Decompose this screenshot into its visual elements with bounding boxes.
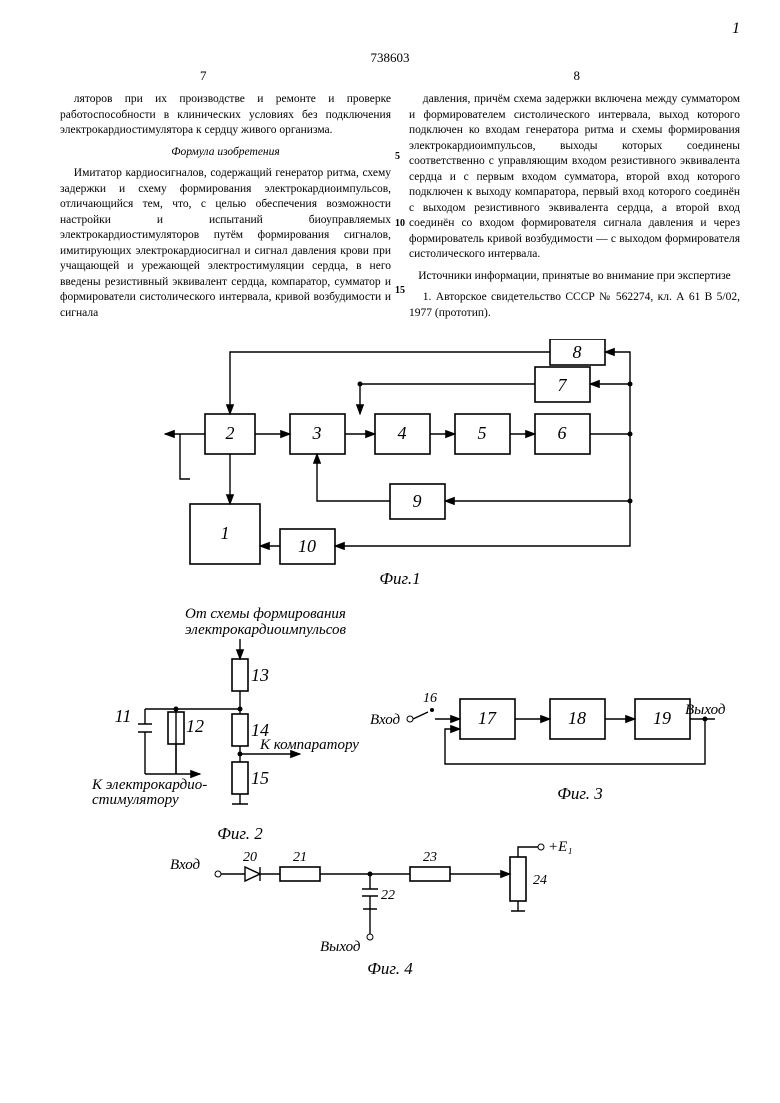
diagrams-area: 2 3 4 5 6 7 8 9 10 1 Фиг.1 От схемы форм… bbox=[40, 339, 740, 979]
fig2-stim1: К электрокардио- bbox=[91, 777, 207, 793]
fig4-e1: +E₁ bbox=[548, 839, 573, 855]
left-para2: Имитатор кардиосигналов, содержащий гене… bbox=[60, 166, 391, 321]
fig4-c22: 22 bbox=[381, 888, 395, 903]
fig1-b7: 7 bbox=[558, 375, 568, 395]
fig2-top1: От схемы формирования bbox=[185, 606, 346, 622]
fig1-b6: 6 bbox=[558, 423, 567, 443]
fig3-svg: Вход 16 17 18 19 Выход Фиг. 3 bbox=[370, 674, 730, 824]
fig2-svg: От схемы формирования электрокардиоимпул… bbox=[90, 604, 370, 854]
fig4-d20: 20 bbox=[243, 850, 257, 865]
right-para3: 1. Авторское свидетельство СССР № 562274… bbox=[409, 290, 740, 321]
fig2-r12: 12 bbox=[186, 716, 204, 736]
fig1-b8: 8 bbox=[573, 342, 582, 362]
page-mark: 1 bbox=[732, 20, 740, 38]
fig1-b9: 9 bbox=[413, 491, 422, 511]
fig1-b2: 2 bbox=[226, 423, 235, 443]
fig2-comp: К компаратору bbox=[259, 737, 359, 753]
fig3-label: Фиг. 3 bbox=[557, 784, 603, 803]
fig4-label: Фиг. 4 bbox=[367, 959, 413, 978]
fig3-b18: 18 bbox=[568, 708, 586, 728]
left-para1: ляторов при их производстве и ремонте и … bbox=[60, 92, 391, 139]
fig1-b3: 3 bbox=[312, 423, 322, 443]
fig1-label: Фиг.1 bbox=[379, 569, 420, 588]
col-right-num: 8 bbox=[574, 68, 581, 84]
right-column: 5 10 15 давления, причём схема задержки … bbox=[409, 92, 740, 327]
fig1-b10: 10 bbox=[298, 536, 316, 556]
left-column: ляторов при их производстве и ремонте и … bbox=[60, 92, 391, 327]
fig4-r23: 23 bbox=[423, 850, 437, 865]
fig2-stim2: стимулятору bbox=[92, 792, 179, 808]
formula-title: Формула изобретения bbox=[60, 145, 391, 161]
fig3-b19: 19 bbox=[653, 708, 671, 728]
line-marker-10: 10 bbox=[395, 217, 405, 231]
fig4-out: Выход bbox=[320, 939, 361, 955]
right-para1: давления, причём схема задержки включена… bbox=[409, 92, 740, 263]
fig4-r21: 21 bbox=[293, 850, 307, 865]
fig4-r24: 24 bbox=[533, 873, 547, 888]
fig3-b17: 17 bbox=[478, 708, 497, 728]
fig2-c11: 11 bbox=[115, 706, 132, 726]
fig3-out: Выход bbox=[685, 702, 726, 718]
fig4-svg: Вход 20 21 22 23 24 +E₁ Выход Фиг. 4 bbox=[170, 839, 630, 979]
fig2-r13: 13 bbox=[251, 665, 269, 685]
fig1-svg: 2 3 4 5 6 7 8 9 10 1 Фиг.1 bbox=[130, 339, 690, 599]
fig3-in: Вход bbox=[370, 712, 401, 728]
col-left-num: 7 bbox=[200, 68, 207, 84]
fig3-sw: 16 bbox=[423, 691, 437, 706]
line-marker-15: 15 bbox=[395, 284, 405, 298]
doc-number: 738603 bbox=[0, 0, 780, 66]
fig1-b5: 5 bbox=[478, 423, 487, 443]
fig2-top2: электрокардиоимпульсов bbox=[185, 622, 346, 638]
fig1-b1: 1 bbox=[221, 523, 230, 543]
fig2-r15: 15 bbox=[251, 768, 269, 788]
text-columns: ляторов при их производстве и ремонте и … bbox=[0, 84, 780, 327]
fig4-in: Вход bbox=[170, 857, 201, 873]
line-marker-5: 5 bbox=[395, 150, 400, 164]
fig1-b4: 4 bbox=[398, 423, 407, 443]
sources-title: Источники информации, принятые во вниман… bbox=[409, 269, 740, 285]
